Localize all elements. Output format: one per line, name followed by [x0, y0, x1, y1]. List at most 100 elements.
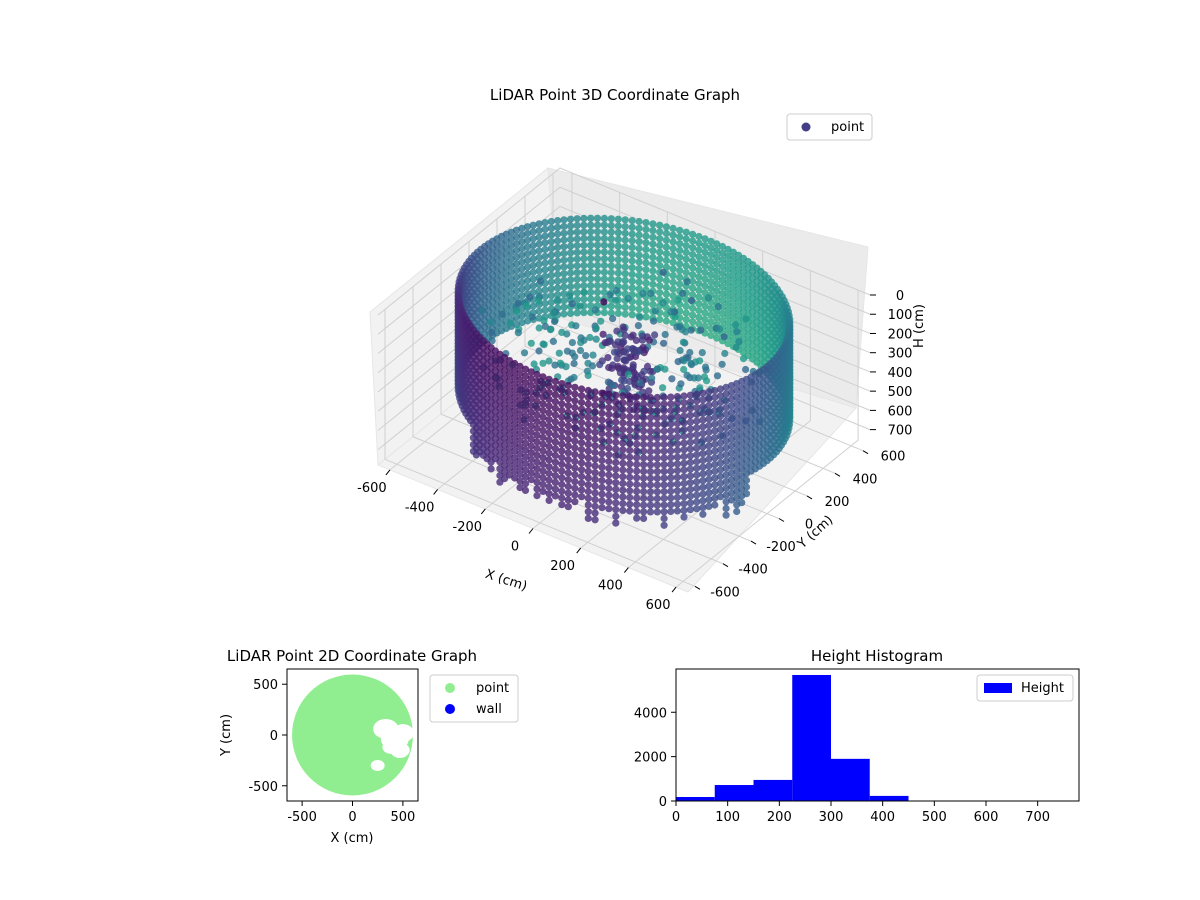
point-3d [689, 311, 697, 319]
point-3d [680, 452, 688, 461]
point-3d [620, 356, 628, 364]
point-3d [621, 283, 629, 291]
point-3d [539, 427, 547, 435]
point-3d [649, 233, 657, 241]
point-3d [511, 373, 519, 381]
point-3d [539, 474, 547, 482]
point-3d [707, 325, 715, 333]
point-3d [521, 446, 530, 454]
point-3d [701, 309, 709, 317]
point-3d [511, 366, 519, 374]
point-3d [527, 402, 535, 410]
point-3d [547, 217, 555, 226]
point-3d [680, 459, 688, 467]
point-3d [505, 457, 514, 466]
point-3d [521, 439, 530, 447]
point-3d [612, 499, 620, 507]
point-3d [653, 441, 661, 449]
point-3d [619, 506, 627, 514]
point-3d [619, 323, 627, 331]
point-3d [669, 251, 677, 259]
point-3d [618, 376, 626, 384]
point-3d [722, 397, 730, 405]
point-3d [607, 215, 615, 223]
point-3d [564, 395, 572, 403]
point-3d [640, 414, 648, 422]
point-3d [673, 453, 682, 461]
point-3d [662, 250, 671, 258]
point-3d [621, 229, 629, 237]
point-3d [718, 310, 727, 318]
point-3d [523, 317, 532, 325]
point-3d [673, 399, 682, 407]
point-3d [593, 261, 602, 269]
point-3d [591, 435, 599, 443]
point-3d [614, 235, 622, 243]
point-3d [722, 424, 730, 432]
point-3d [607, 255, 615, 263]
point-3d [564, 435, 572, 443]
point-3d [523, 270, 532, 278]
point-3d [722, 430, 730, 439]
point-3d [729, 275, 737, 283]
point-3d [633, 440, 641, 448]
point-3d [646, 407, 655, 415]
point-3d [564, 503, 572, 511]
point-3d [564, 469, 572, 477]
point-3d [511, 447, 519, 455]
point-3d [635, 231, 643, 239]
point-3d [518, 265, 526, 273]
point-3d [551, 492, 560, 500]
point-3d [535, 220, 543, 228]
point-3d [653, 501, 661, 509]
point-3d [686, 452, 695, 460]
point-3d [596, 361, 604, 369]
point-3d [516, 463, 524, 471]
point-3d [605, 505, 613, 513]
point-3d [505, 424, 514, 432]
point-3d [587, 234, 595, 242]
tick-label-x-3d: 400 [598, 579, 623, 594]
point-3d [716, 493, 725, 501]
point-3d [673, 446, 682, 454]
point-3d [554, 243, 562, 252]
point-3d [535, 253, 543, 262]
point-3d [571, 383, 579, 391]
point-3d [587, 268, 595, 276]
point-3d [612, 465, 620, 473]
point-3d [545, 436, 553, 444]
point-3d [619, 452, 627, 461]
point-3d [628, 284, 636, 292]
point-3d [587, 288, 595, 296]
point-3d [529, 302, 537, 310]
point-3d [511, 386, 519, 395]
point-3d [727, 462, 736, 470]
point-3d [516, 457, 524, 465]
point-3d [656, 275, 664, 283]
point-3d [619, 486, 627, 494]
point-3d [616, 350, 624, 358]
point-3d [558, 406, 566, 415]
point-3d [693, 397, 701, 405]
point-3d [711, 501, 719, 509]
point-3d [516, 416, 524, 424]
point-3d [626, 399, 634, 407]
point-3d [660, 393, 668, 401]
point-3d [516, 436, 524, 445]
point-3d [612, 398, 620, 406]
point-3d [587, 241, 595, 249]
point-3d [560, 283, 568, 291]
point-3d [693, 505, 701, 513]
point-3d [653, 468, 661, 476]
point-3d [545, 443, 553, 451]
point-3d [533, 377, 541, 385]
point-3d [598, 403, 606, 411]
point-3d [547, 285, 555, 293]
point-3d [695, 280, 703, 288]
point-3d [713, 260, 721, 268]
point-3d [600, 221, 609, 229]
point-3d [551, 391, 560, 399]
point-3d [653, 414, 661, 422]
point-3d [607, 302, 615, 310]
point-3d [727, 449, 736, 457]
